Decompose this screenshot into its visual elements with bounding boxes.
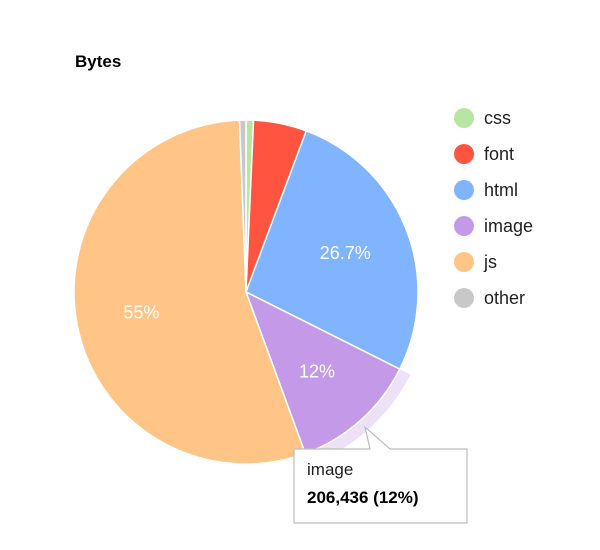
slice-labels: 26.7% 12% 55% — [123, 243, 370, 381]
pie-slices — [73, 119, 419, 465]
legend-label-other: other — [484, 288, 525, 308]
slice-other[interactable] — [238, 119, 247, 293]
legend-swatch-html — [454, 180, 474, 200]
slice-js[interactable] — [73, 119, 307, 465]
legend-item-js[interactable]: js — [454, 252, 497, 272]
legend-item-other[interactable]: other — [454, 288, 525, 308]
legend-swatch-image — [454, 216, 474, 236]
legend-item-html[interactable]: html — [454, 180, 518, 200]
slice-html[interactable] — [245, 130, 419, 370]
legend-swatch-css — [454, 108, 474, 128]
legend-label-font: font — [484, 144, 514, 164]
slice-label-html: 26.7% — [320, 243, 371, 263]
legend: css font html image js other — [454, 108, 533, 308]
tooltip-series-name: image — [307, 460, 353, 479]
legend-swatch-js — [454, 252, 474, 272]
legend-label-css: css — [484, 108, 511, 128]
legend-item-font[interactable]: font — [454, 144, 514, 164]
tooltip-value: 206,436 (12%) — [307, 488, 419, 507]
tooltip-box — [293, 425, 468, 524]
tooltip: image 206,436 (12%) — [293, 425, 468, 524]
legend-swatch-other — [454, 288, 474, 308]
legend-label-js: js — [483, 252, 497, 272]
legend-item-css[interactable]: css — [454, 108, 511, 128]
chart-title: Bytes — [75, 52, 121, 71]
slice-label-js: 55% — [123, 303, 159, 323]
slice-label-image: 12% — [299, 362, 335, 382]
legend-label-image: image — [484, 216, 533, 236]
legend-item-image[interactable]: image — [454, 216, 533, 236]
legend-label-html: html — [484, 180, 518, 200]
legend-swatch-font — [454, 144, 474, 164]
